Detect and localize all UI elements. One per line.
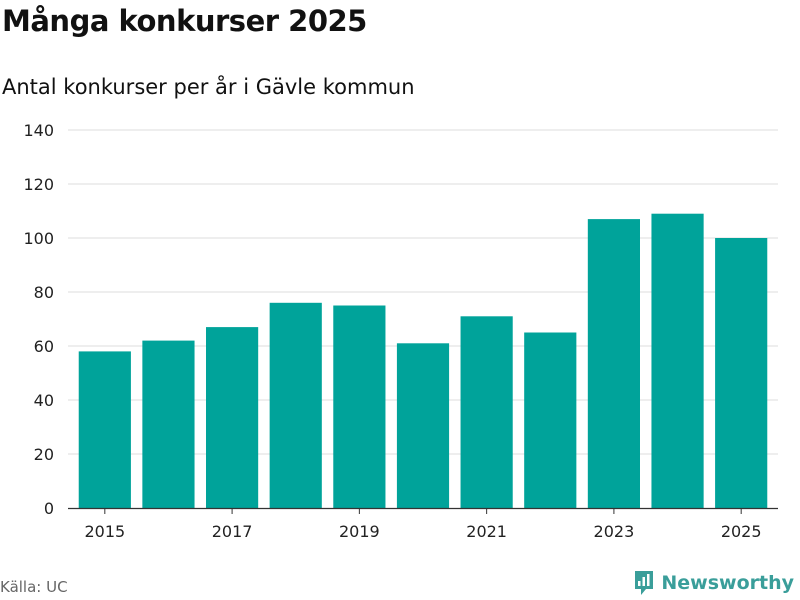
bar-2023 [587, 219, 640, 508]
y-tick-label: 80 [34, 283, 54, 302]
bar-2016 [142, 340, 195, 508]
x-axis-ticks: 2015 2017 2019 2021 2023 2025 [68, 507, 778, 541]
y-tick-label: 140 [23, 121, 54, 140]
bars [78, 213, 768, 508]
bar-2021 [460, 316, 513, 508]
y-axis-ticks: 0 20 40 60 80 100 120 140 [23, 121, 54, 518]
x-tick-label: 2023 [594, 522, 635, 541]
bar-2025 [715, 238, 768, 508]
x-tick-label: 2015 [84, 522, 125, 541]
bar-2018 [269, 302, 322, 508]
bar-2024 [651, 213, 704, 508]
x-tick-label: 2019 [339, 522, 380, 541]
y-tick-label: 20 [34, 445, 54, 464]
chart-subtitle: Antal konkurser per år i Gävle kommun [2, 75, 415, 99]
bar-2015 [78, 351, 131, 508]
newsworthy-logo-icon [635, 571, 654, 595]
source-note: Källa: UC [0, 578, 68, 596]
y-tick-label: 100 [23, 229, 54, 248]
y-tick-label: 0 [44, 499, 54, 518]
x-tick-label: 2021 [466, 522, 507, 541]
y-tick-label: 120 [23, 175, 54, 194]
y-tick-label: 40 [34, 391, 54, 410]
brand-name: Newsworthy [661, 572, 794, 594]
chart-title: Många konkurser 2025 [2, 4, 367, 38]
bar-2017 [206, 327, 259, 508]
bar-2022 [524, 332, 577, 508]
y-tick-label: 60 [34, 337, 54, 356]
x-tick-label: 2017 [212, 522, 253, 541]
bar-2020 [396, 343, 450, 508]
x-tick-label: 2025 [721, 522, 762, 541]
brand-logo: Newsworthy [633, 570, 794, 596]
bar-2019 [333, 305, 386, 508]
